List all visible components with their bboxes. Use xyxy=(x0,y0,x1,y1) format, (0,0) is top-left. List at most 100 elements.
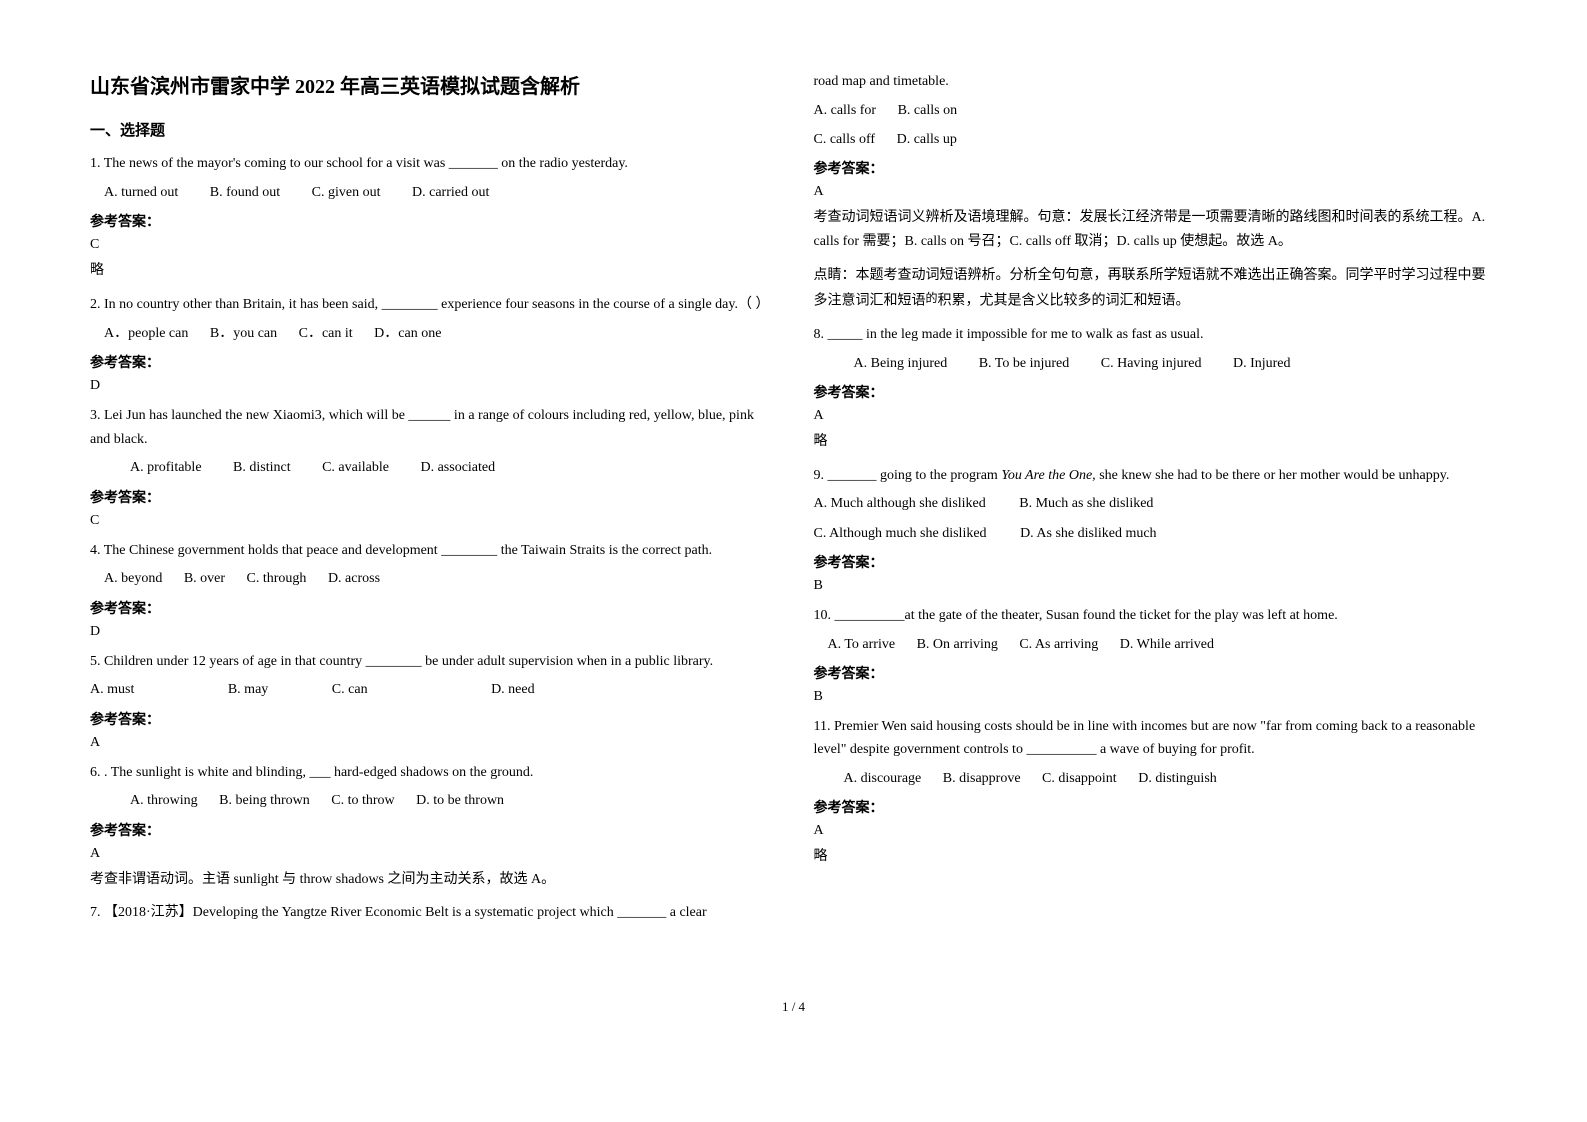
question-3-text: 3. Lei Jun has launched the new Xiaomi3,… xyxy=(90,404,774,452)
right-column: road map and timetable. A. calls for B. … xyxy=(814,70,1498,929)
question-3-options: A. profitable B. distinct C. available D… xyxy=(130,455,774,480)
q8-opt-a: A. Being injured xyxy=(854,351,948,376)
q4-opt-b: B. over xyxy=(184,566,225,591)
q5-opt-b: B. may xyxy=(228,677,268,702)
question-11-options: A. discourage B. disapprove C. disappoin… xyxy=(844,766,1498,791)
question-9-options-row1: A. Much although she disliked B. Much as… xyxy=(814,491,1498,516)
question-10-options: A. To arrive B. On arriving C. As arrivi… xyxy=(828,632,1498,657)
question-5-options: A. must B. may C. can D. need xyxy=(90,677,774,702)
q9-answer: B xyxy=(814,578,1498,594)
q11-opt-b: B. disapprove xyxy=(943,766,1021,791)
question-9-options-row2: C. Although much she disliked D. As she … xyxy=(814,521,1498,546)
question-7-text: 7. 【2018·江苏】Developing the Yangtze River… xyxy=(90,901,774,925)
q4-answer-label: 参考答案： xyxy=(90,598,774,618)
q9-opt-b: B. Much as she disliked xyxy=(1019,491,1153,516)
q8-opt-d: D. Injured xyxy=(1233,351,1291,376)
q11-answer: A xyxy=(814,823,1498,839)
question-9-text: 9. _______ going to the program You Are … xyxy=(814,464,1498,488)
q9-text-italic: You Are the One, xyxy=(1001,468,1095,483)
question-7-options-row2: C. calls off D. calls up xyxy=(814,127,1498,152)
q3-answer-label: 参考答案： xyxy=(90,487,774,507)
q10-opt-d: D. While arrived xyxy=(1120,632,1214,657)
q6-answer: A xyxy=(90,846,774,862)
q7-answer-label: 参考答案： xyxy=(814,158,1498,178)
q7-opt-c: C. calls off xyxy=(814,127,876,152)
question-4-options: A. beyond B. over C. through D. across xyxy=(104,566,774,591)
q5-answer: A xyxy=(90,735,774,751)
q7-opt-b: B. calls on xyxy=(898,98,958,123)
q8-answer-label: 参考答案： xyxy=(814,382,1498,402)
q6-opt-a: A. throwing xyxy=(130,788,198,813)
question-11-text: 11. Premier Wen said housing costs shoul… xyxy=(814,715,1498,763)
q9-opt-d: D. As she disliked much xyxy=(1020,521,1157,546)
q10-answer: B xyxy=(814,689,1498,705)
q9-opt-a: A. Much although she disliked xyxy=(814,491,986,516)
q7-expl2-b: 积累，尤其是含义比较多的词汇和短语。 xyxy=(938,293,1190,308)
question-1-options: A. turned out B. found out C. given out … xyxy=(104,180,774,205)
q3-answer: C xyxy=(90,513,774,529)
q9-text-1: 9. _______ going to the program xyxy=(814,468,1002,483)
q1-answer-label: 参考答案： xyxy=(90,211,774,231)
q6-opt-c: C. to throw xyxy=(331,788,394,813)
q7-opt-a: A. calls for xyxy=(814,98,877,123)
question-10-text: 10. __________at the gate of the theater… xyxy=(814,604,1498,628)
q10-opt-c: C. As arriving xyxy=(1019,632,1098,657)
q1-opt-b: B. found out xyxy=(210,180,280,205)
q4-opt-a: A. beyond xyxy=(104,566,162,591)
q2-opt-b: B．you can xyxy=(210,321,277,346)
q8-opt-b: B. To be injured xyxy=(979,351,1070,376)
q6-opt-d: D. to be thrown xyxy=(416,788,504,813)
q3-opt-d: D. associated xyxy=(420,455,495,480)
q1-explanation: 略 xyxy=(90,259,774,283)
question-8-options: A. Being injured B. To be injured C. Hav… xyxy=(854,351,1498,376)
q10-opt-b: B. On arriving xyxy=(917,632,998,657)
q8-explanation: 略 xyxy=(814,430,1498,454)
question-2-text: 2. In no country other than Britain, it … xyxy=(90,293,774,317)
q7-answer: A xyxy=(814,184,1498,200)
q8-opt-c: C. Having injured xyxy=(1101,351,1202,376)
q7-opt-d: D. calls up xyxy=(897,127,957,152)
q8-answer: A xyxy=(814,408,1498,424)
question-6-text: 6. . The sunlight is white and blinding,… xyxy=(90,761,774,785)
q1-answer: C xyxy=(90,237,774,253)
q7-explanation-1: 考查动词短语词义辨析及语境理解。句意：发展长江经济带是一项需要清晰的路线图和时间… xyxy=(814,206,1498,254)
question-7-options-row1: A. calls for B. calls on xyxy=(814,98,1498,123)
q5-opt-d: D. need xyxy=(491,677,535,702)
q11-opt-c: C. disappoint xyxy=(1042,766,1117,791)
q1-opt-c: C. given out xyxy=(312,180,381,205)
question-4-text: 4. The Chinese government holds that pea… xyxy=(90,539,774,563)
q2-opt-c: C．can it xyxy=(299,321,353,346)
question-6-options: A. throwing B. being thrown C. to throw … xyxy=(130,788,774,813)
q9-answer-label: 参考答案： xyxy=(814,552,1498,572)
q9-opt-c: C. Although much she disliked xyxy=(814,521,987,546)
q4-opt-c: C. through xyxy=(247,566,307,591)
section-header: 一、选择题 xyxy=(90,119,774,140)
q10-answer-label: 参考答案： xyxy=(814,663,1498,683)
question-7-continued: road map and timetable. xyxy=(814,70,1498,94)
q10-opt-a: A. To arrive xyxy=(828,632,896,657)
page-number: 1 / 4 xyxy=(0,999,1587,1015)
q6-explanation: 考查非谓语动词。主语 sunlight 与 throw shadows 之间为主… xyxy=(90,868,774,892)
q11-explanation: 略 xyxy=(814,845,1498,869)
q2-opt-d: D．can one xyxy=(374,321,441,346)
document-title: 山东省滨州市雷家中学 2022 年高三英语模拟试题含解析 xyxy=(90,70,774,99)
q6-answer-label: 参考答案： xyxy=(90,820,774,840)
q1-opt-a: A. turned out xyxy=(104,180,178,205)
q7-expl2-de: 的 xyxy=(926,291,938,305)
q5-answer-label: 参考答案： xyxy=(90,709,774,729)
question-8-text: 8. _____ in the leg made it impossible f… xyxy=(814,323,1498,347)
question-2-options: A．people can B．you can C．can it D．can on… xyxy=(104,321,774,346)
q7-explanation-2: 点睛：本题考查动词短语辨析。分析全句句意，再联系所学短语就不难选出正确答案。同学… xyxy=(814,264,1498,313)
question-5-text: 5. Children under 12 years of age in tha… xyxy=(90,650,774,674)
q11-opt-a: A. discourage xyxy=(844,766,922,791)
q4-answer: D xyxy=(90,624,774,640)
question-1-text: 1. The news of the mayor's coming to our… xyxy=(90,152,774,176)
q2-answer: D xyxy=(90,378,774,394)
q2-opt-a: A．people can xyxy=(104,321,188,346)
page-container: 山东省滨州市雷家中学 2022 年高三英语模拟试题含解析 一、选择题 1. Th… xyxy=(0,0,1587,969)
q1-opt-d: D. carried out xyxy=(412,180,489,205)
q2-answer-label: 参考答案： xyxy=(90,352,774,372)
q11-opt-d: D. distinguish xyxy=(1138,766,1217,791)
q3-opt-a: A. profitable xyxy=(130,455,202,480)
q11-answer-label: 参考答案： xyxy=(814,797,1498,817)
